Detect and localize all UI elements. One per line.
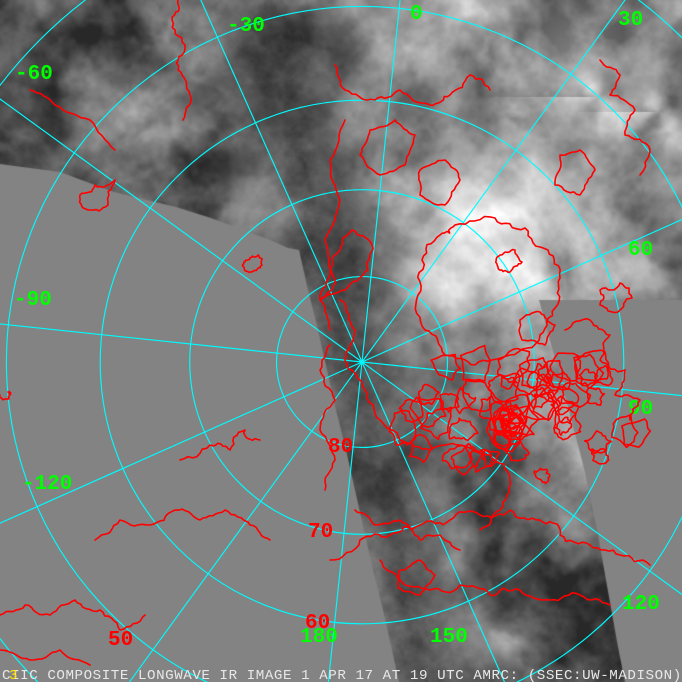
svg-text:0: 0 (410, 3, 423, 26)
svg-text:70: 70 (308, 521, 333, 544)
svg-text:150: 150 (430, 626, 468, 649)
svg-text:60: 60 (628, 239, 653, 262)
svg-text:-30: -30 (227, 15, 265, 38)
svg-text:-120: -120 (22, 473, 72, 496)
svg-text:3: 3 (9, 668, 17, 682)
svg-text:60: 60 (305, 612, 330, 635)
svg-text:80: 80 (328, 436, 353, 459)
svg-text:-60: -60 (15, 63, 53, 86)
svg-text:120: 120 (622, 593, 660, 616)
svg-text:-90: -90 (14, 289, 52, 312)
svg-text:30: 30 (618, 9, 643, 32)
svg-text:50: 50 (108, 629, 133, 652)
svg-text:CIIC COMPOSITE LONGWAVE IR IMA: CIIC COMPOSITE LONGWAVE IR IMAGE 1 APR 1… (2, 668, 682, 682)
